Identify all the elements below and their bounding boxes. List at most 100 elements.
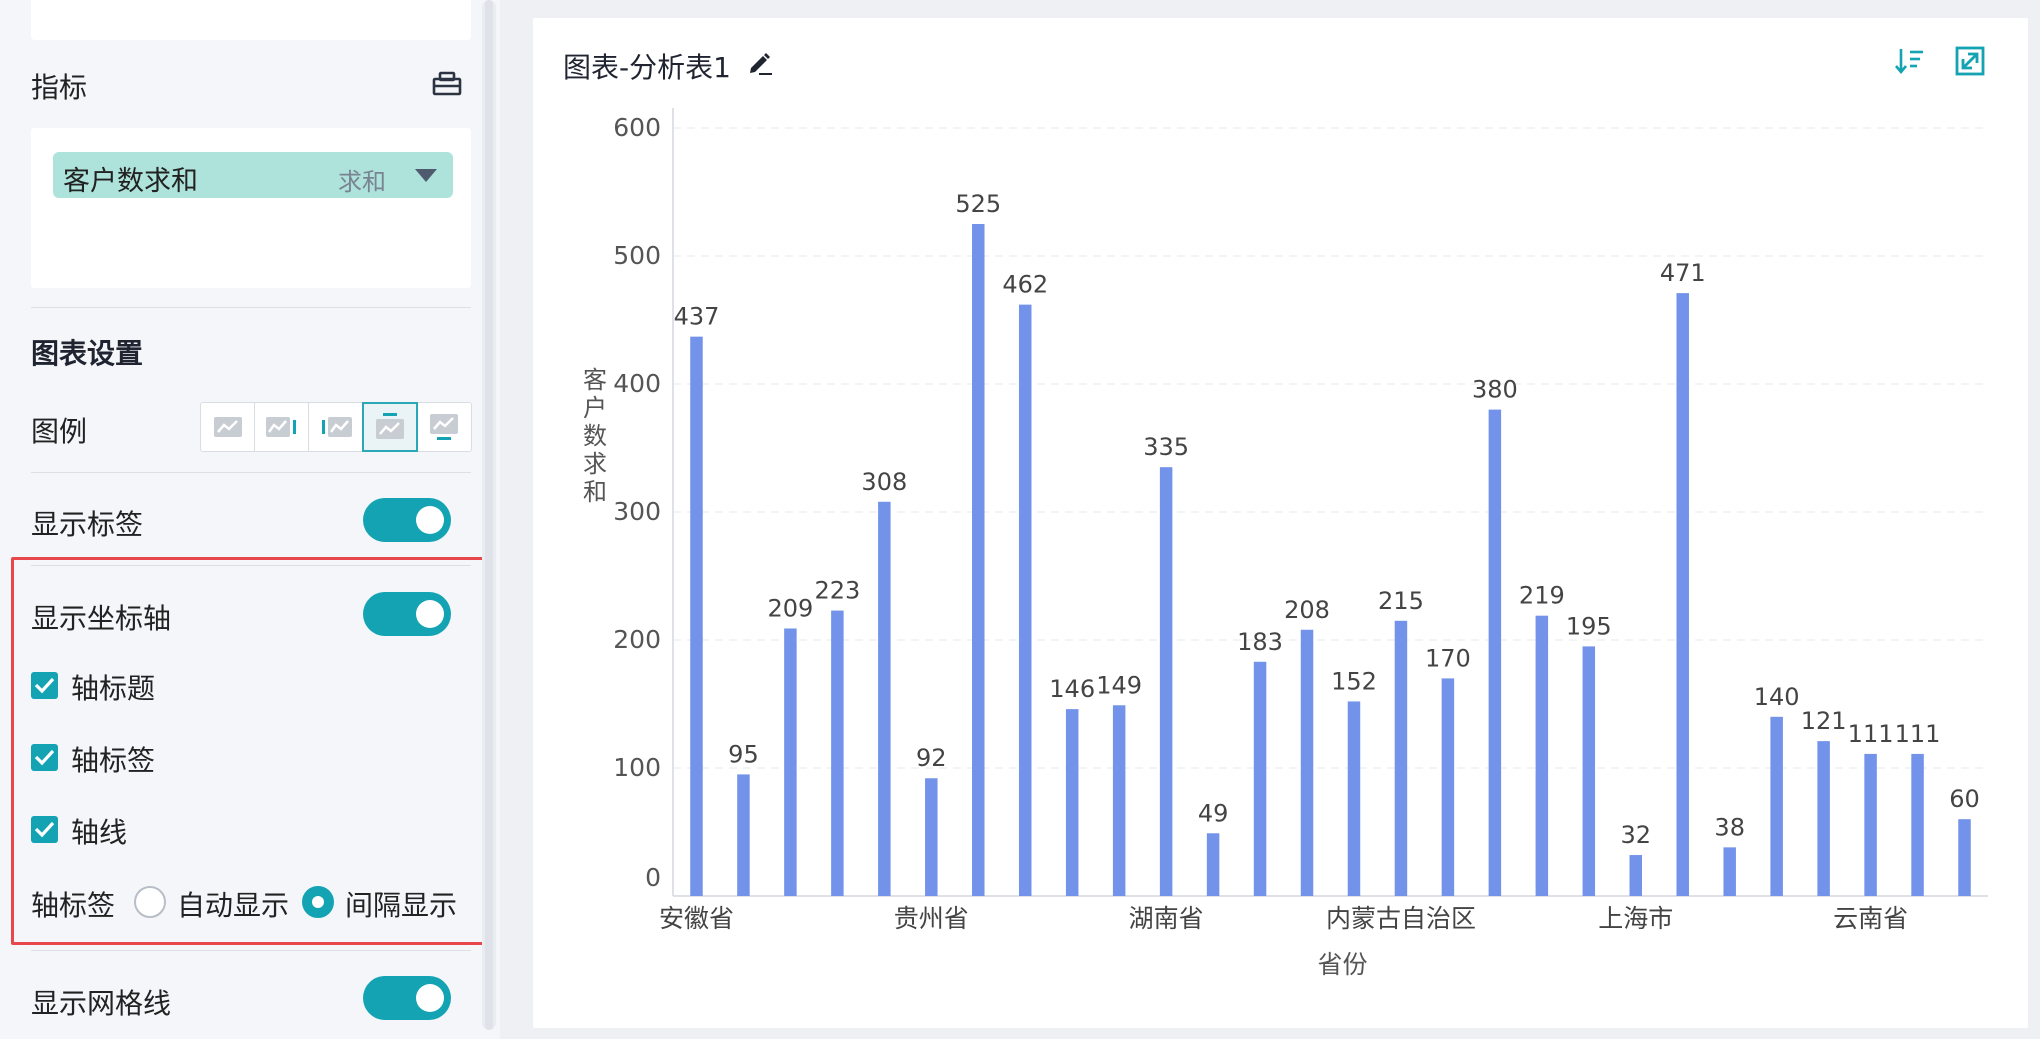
- legend-none-button[interactable]: [201, 403, 255, 451]
- bar-value-label: 183: [1237, 628, 1283, 656]
- y-axis-title-char: 户: [583, 394, 607, 422]
- bar-value-label: 60: [1949, 785, 1980, 813]
- check-icon: [34, 677, 55, 694]
- bar: [925, 778, 938, 896]
- show-grid-label: 显示网格线: [31, 987, 172, 1020]
- legend-label: 图例: [31, 415, 88, 448]
- bar-value-label: 462: [1002, 271, 1048, 299]
- bar: [831, 610, 844, 896]
- bar-value-label: 437: [674, 303, 720, 331]
- y-axis-title-char: 求: [583, 450, 607, 478]
- axis-title-checkbox[interactable]: [31, 672, 58, 699]
- show-axis-toggle[interactable]: [363, 592, 451, 636]
- chevron-down-icon[interactable]: [415, 169, 437, 182]
- divider: [31, 307, 471, 308]
- bar-value-label: 209: [768, 594, 814, 622]
- bar: [1488, 409, 1502, 896]
- legend-top-icon: [375, 413, 404, 439]
- dimension-card: [31, 0, 471, 40]
- edit-icon[interactable]: [745, 48, 775, 78]
- x-tick-label: 贵州省: [894, 904, 969, 933]
- scrollbar-thumb[interactable]: [485, 0, 493, 1030]
- show-labels-toggle[interactable]: [363, 498, 451, 542]
- legend-left-icon: [321, 417, 352, 437]
- bar: [1065, 709, 1079, 896]
- x-tick-label: 上海市: [1598, 904, 1673, 933]
- sort-icon[interactable]: [1893, 44, 1927, 78]
- divider: [31, 565, 471, 566]
- bar: [1864, 753, 1877, 896]
- axis-label-interval-text: 间隔显示: [345, 889, 458, 922]
- show-grid-toggle[interactable]: [363, 976, 451, 1020]
- legend-right-icon: [265, 417, 296, 437]
- bar-value-label: 95: [728, 740, 759, 768]
- bar-value-label: 38: [1714, 813, 1745, 841]
- bar: [1394, 620, 1408, 896]
- bar-value-label: 215: [1378, 587, 1424, 615]
- y-tick-label: 100: [613, 753, 661, 782]
- chart-title: 图表-分析表1: [563, 51, 731, 84]
- expand-icon[interactable]: [1953, 44, 1987, 78]
- legend-bottom-button[interactable]: [417, 403, 471, 451]
- legend-position-group: [200, 402, 472, 452]
- y-tick-label: 300: [613, 497, 661, 526]
- x-tick-label: 内蒙古自治区: [1326, 904, 1476, 933]
- bar-value-label: 149: [1096, 671, 1142, 699]
- x-tick-label: 云南省: [1833, 904, 1908, 933]
- bar-value-label: 471: [1660, 259, 1706, 287]
- bar-value-label: 170: [1425, 644, 1471, 672]
- y-tick-label: 400: [613, 369, 661, 398]
- metric-settings-icon[interactable]: [430, 66, 464, 100]
- metric-card: 客户数求和 求和: [31, 128, 471, 288]
- check-icon: [34, 749, 55, 766]
- bar-value-label: 219: [1519, 582, 1565, 610]
- show-axis-label: 显示坐标轴: [31, 602, 172, 635]
- chart-card: 图表-分析表1 0 100 200 300 400 500 600 437 95 209 223 30…: [533, 18, 2028, 1028]
- bar-value-label: 223: [814, 577, 860, 605]
- axis-label-auto-radio[interactable]: [134, 886, 166, 918]
- legend-none-icon: [213, 417, 242, 437]
- y-tick-label: 600: [613, 113, 661, 142]
- bar: [1582, 646, 1596, 896]
- metric-aggregation: 求和: [338, 168, 386, 196]
- settings-panel: 指标 客户数求和 求和 图表设置 图例: [0, 0, 500, 1039]
- bar: [1911, 753, 1924, 896]
- check-icon: [34, 821, 55, 838]
- legend-top-button[interactable]: [362, 402, 418, 452]
- metric-field-name: 客户数求和: [63, 166, 198, 197]
- divider: [31, 472, 471, 473]
- chart-panel: 图表-分析表1 0 100 200 300 400 500 600 437 95 209 223 30…: [500, 0, 2040, 1039]
- bar-value-label: 49: [1198, 799, 1229, 827]
- divider: [31, 950, 471, 951]
- bar: [972, 224, 985, 896]
- bar-value-label: 32: [1620, 821, 1651, 849]
- bar: [1159, 467, 1173, 896]
- bar: [1112, 705, 1126, 896]
- bar: [1206, 833, 1220, 896]
- axis-labels-label: 轴标签: [71, 744, 156, 777]
- legend-bottom-icon: [430, 414, 458, 440]
- bar-value-label: 525: [955, 190, 1001, 218]
- x-tick-label: 湖南省: [1129, 904, 1204, 933]
- bar: [1817, 741, 1830, 896]
- axis-label-interval-radio[interactable]: [302, 886, 334, 918]
- bar-value-label: 208: [1284, 596, 1330, 624]
- bar-value-label: 111: [1895, 720, 1941, 748]
- y-axis-title: 客户数求和: [583, 366, 607, 506]
- left-panel-scrollbar[interactable]: [482, 0, 496, 1030]
- metric-field-pill[interactable]: 客户数求和 求和: [53, 152, 453, 198]
- legend-left-button[interactable]: [309, 403, 363, 451]
- bar: [1958, 819, 1971, 896]
- bar: [1723, 847, 1736, 896]
- axis-line-checkbox[interactable]: [31, 816, 58, 843]
- toggle-knob: [416, 984, 444, 1012]
- y-tick-label: 200: [613, 625, 661, 654]
- bar-value-label: 121: [1801, 707, 1847, 735]
- bar: [1300, 629, 1314, 896]
- bar: [690, 336, 703, 896]
- bar-value-label: 92: [916, 744, 947, 772]
- legend-right-button[interactable]: [255, 403, 309, 451]
- y-axis-title-char: 客: [583, 366, 607, 394]
- axis-labels-checkbox[interactable]: [31, 744, 58, 771]
